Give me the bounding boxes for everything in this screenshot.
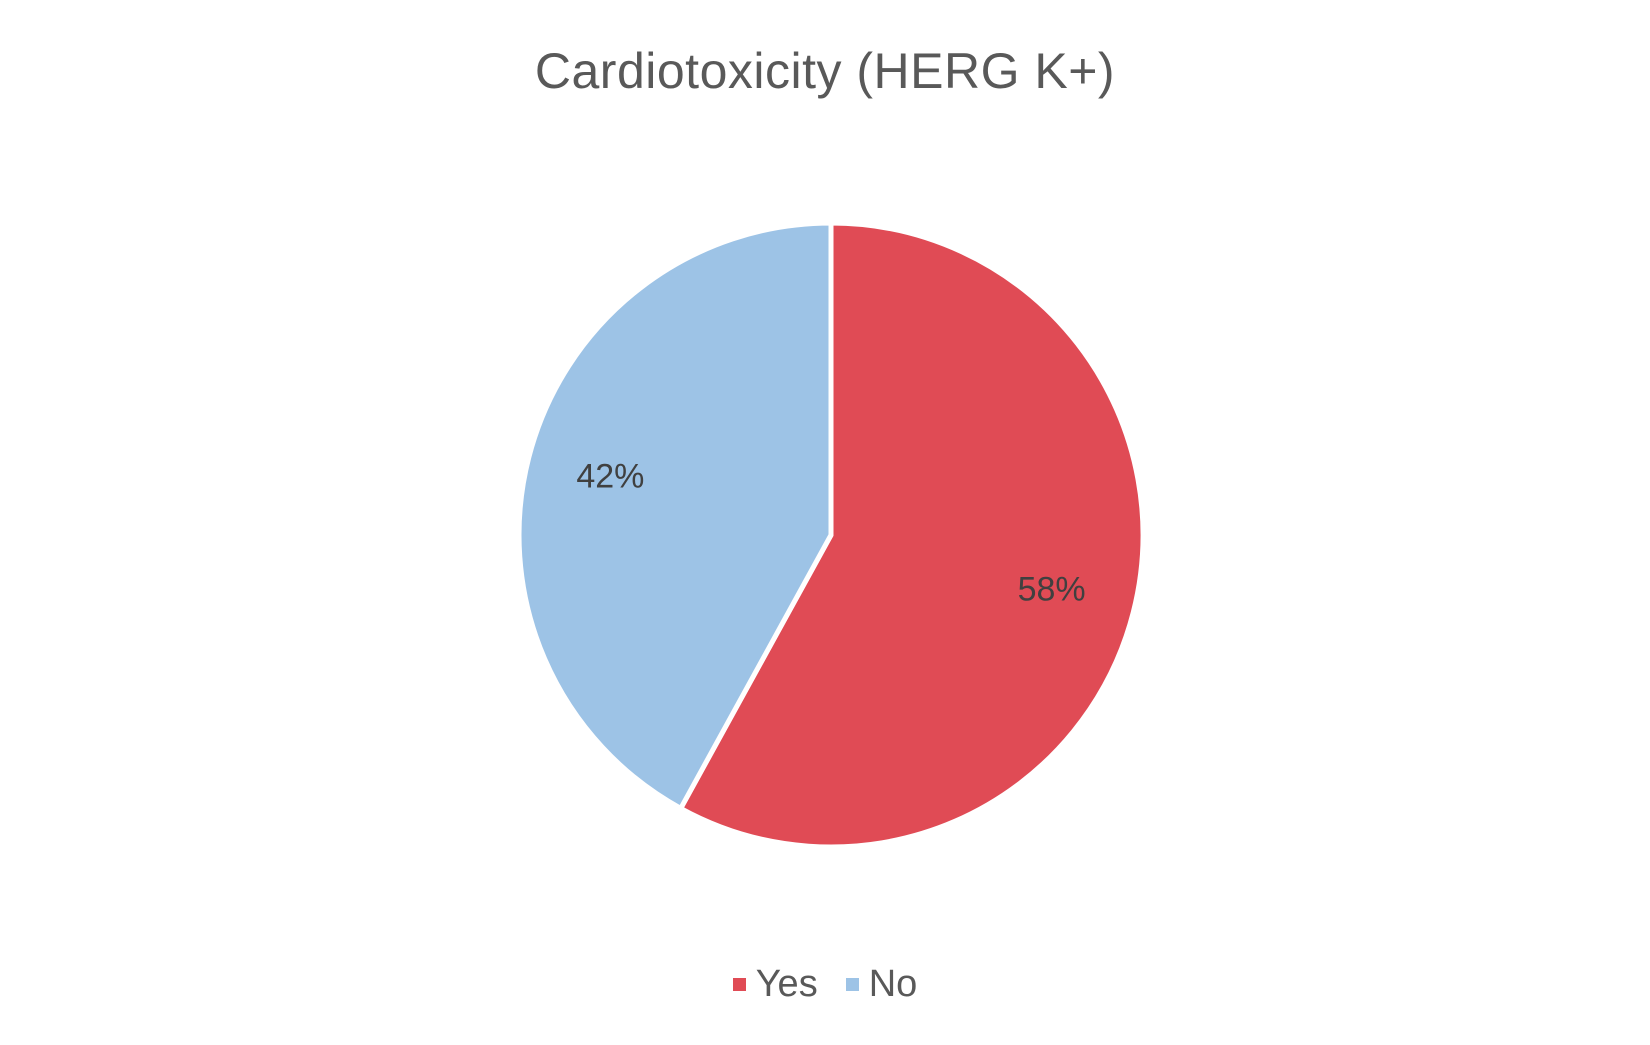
legend-swatch-yes xyxy=(732,978,746,991)
legend-swatch-no xyxy=(845,978,859,991)
slice-label-yes: 58% xyxy=(1018,571,1086,609)
pie-slice-no xyxy=(516,220,834,811)
legend-label-no: No xyxy=(868,963,918,1005)
legend-item-no: No xyxy=(845,963,918,1006)
legend-label-yes: Yes xyxy=(755,963,818,1005)
legend: Yes No xyxy=(0,963,1650,1006)
legend-item-yes: Yes xyxy=(732,963,818,1006)
pie-slice-yes xyxy=(678,220,1146,850)
chart-title: Cardiotoxicity (HERG K+) xyxy=(534,43,1116,99)
slice-label-no: 42% xyxy=(576,457,644,495)
